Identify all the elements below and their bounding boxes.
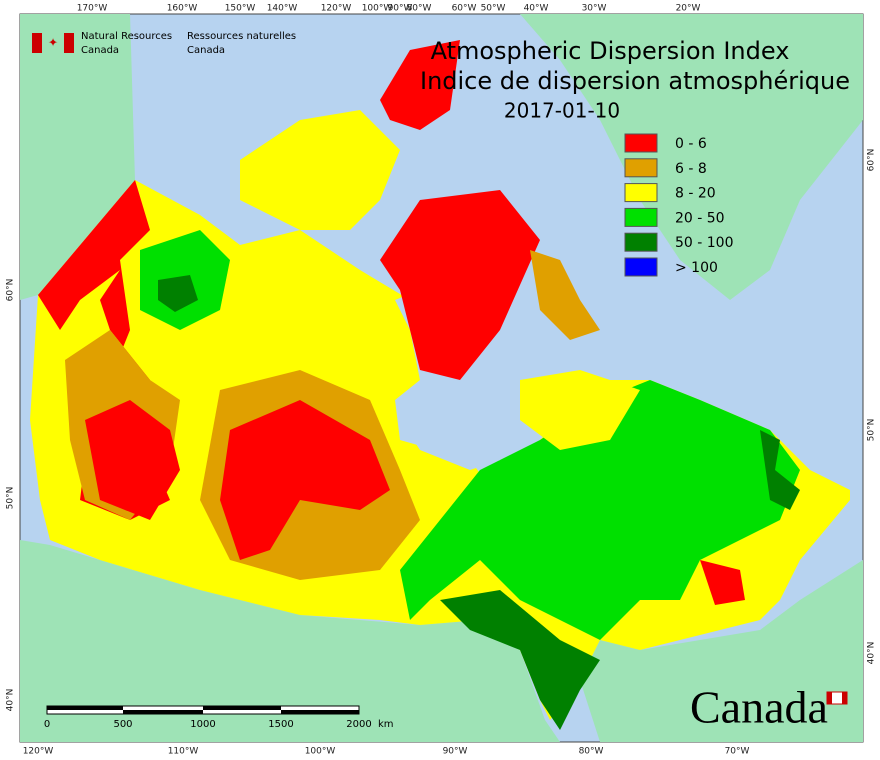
scale-segment [203,706,281,710]
title: Atmospheric Dispersion Index [431,37,790,65]
scale-label: 2000 [346,719,371,730]
top-label: 60°W [452,4,477,14]
wordmark-flag [842,692,847,704]
left-label: 40°N [6,689,16,712]
maple-leaf: ✦ [48,36,58,50]
right-label: 60°N [867,149,877,172]
scale-label: 1500 [268,719,293,730]
bottom-label: 100°W [305,747,336,757]
bottom-label: 80°W [579,747,604,757]
top-label: 140°W [267,4,298,14]
date: 2017-01-10 [504,99,620,123]
top-label: 100°W [362,4,393,14]
legend-label: 6 - 8 [675,161,707,177]
left-label: 60°N [6,279,16,302]
top-label: 120°W [321,4,352,14]
scale-unit: km [378,719,394,730]
agency-fr: Canada [187,45,225,56]
top-label: 80°W [407,4,432,14]
top-label: 20°W [676,4,701,14]
scale-label: 0 [44,719,50,730]
legend-swatch [624,232,658,252]
top-label: 170°W [77,4,108,14]
scale-label: 500 [113,719,132,730]
legend: 0 - 6 6 - 8 8 - 20 20 - 50 50 - 100 > 100 [624,133,734,277]
agency-fr: Ressources naturelles [187,31,296,42]
legend-swatch [624,133,658,153]
legend-label: 0 - 6 [675,136,707,152]
wordmark-flag [827,692,832,704]
graticule-labels: 170°W 160°W 150°W 140°W 120°W 100°W90°W80°W 60… [6,4,877,757]
agency-en: Canada [81,45,119,56]
right-label: 40°N [867,642,877,665]
top-label: 150°W [225,4,256,14]
legend-swatch [624,158,658,178]
scale-segment [281,710,359,714]
left-label: 50°N [6,487,16,510]
flag-bar [32,33,42,53]
bottom-label: 120°W [23,747,54,757]
title: Indice de dispersion atmosphérique [420,67,850,95]
scale-segment [123,710,203,714]
right-label: 50°N [867,419,877,442]
legend-label: 50 - 100 [675,235,734,251]
scale-bar: 0 500 1000 1500 2000 km [44,705,394,730]
legend-label: > 100 [675,260,718,276]
scale-label: 1000 [190,719,215,730]
wordmark: Canada [690,682,828,733]
legend-swatch [624,183,658,203]
bottom-label: 90°W [443,747,468,757]
bottom-label: 70°W [725,747,750,757]
agency-en: Natural Resources [81,31,172,42]
top-label: 50°W [481,4,506,14]
agency: ✦ Natural Resources Canada Ressources na… [32,31,296,56]
top-label: 90°W [388,4,413,14]
top-label: 40°W [524,4,549,14]
bottom-label: 110°W [168,747,199,757]
top-label: 160°W [167,4,198,14]
top-label: 30°W [582,4,607,14]
legend-swatch [624,207,658,227]
legend-label: 20 - 50 [675,210,725,226]
legend-swatch [624,257,658,277]
land [20,14,863,742]
flag-bar [64,33,74,53]
legend-label: 8 - 20 [675,186,716,202]
scale-segment [47,706,123,710]
